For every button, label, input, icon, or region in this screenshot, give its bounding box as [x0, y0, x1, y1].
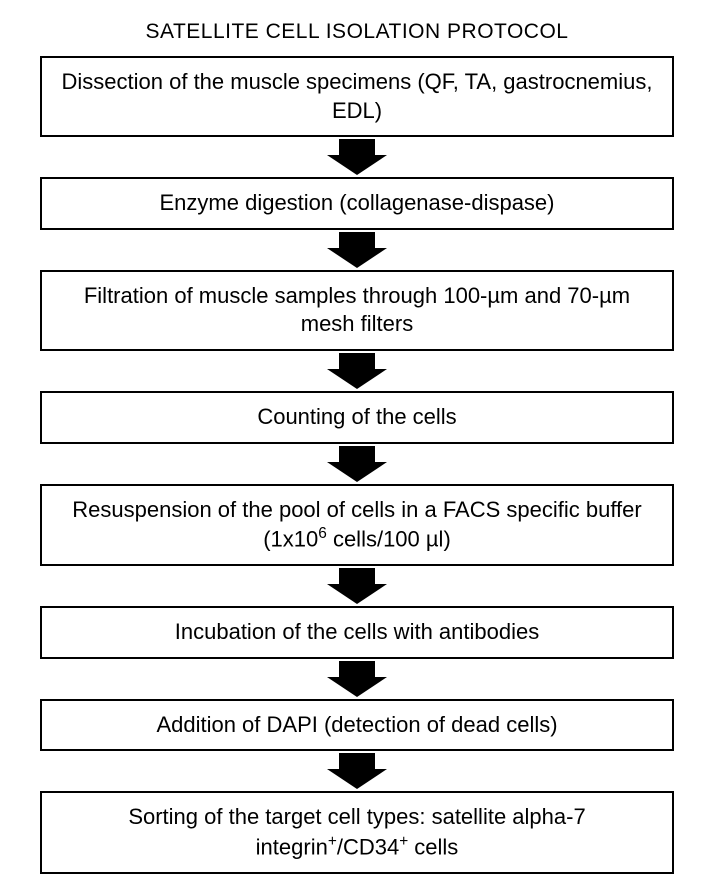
down-arrow-icon: [40, 661, 674, 697]
protocol-container: SATELLITE CELL ISOLATION PROTOCOL Dissec…: [0, 0, 714, 894]
down-arrow-icon: [40, 353, 674, 389]
flowchart-step: Resuspension of the pool of cells in a F…: [40, 484, 674, 567]
down-arrow-icon: [40, 753, 674, 789]
flowchart-step: Dissection of the muscle specimens (QF, …: [40, 56, 674, 137]
down-arrow-icon: [40, 139, 674, 175]
flowchart-step: Addition of DAPI (detection of dead cell…: [40, 699, 674, 752]
down-arrow-icon: [40, 232, 674, 268]
flowchart-steps: Dissection of the muscle specimens (QF, …: [40, 56, 674, 874]
flowchart-step: Enzyme digestion (collagenase-dispase): [40, 177, 674, 230]
protocol-title: SATELLITE CELL ISOLATION PROTOCOL: [40, 20, 674, 44]
down-arrow-icon: [40, 568, 674, 604]
flowchart-step: Counting of the cells: [40, 391, 674, 444]
flowchart-step: Incubation of the cells with antibodies: [40, 606, 674, 659]
flowchart-step: Filtration of muscle samples through 100…: [40, 270, 674, 351]
flowchart-step: Sorting of the target cell types: satell…: [40, 791, 674, 874]
down-arrow-icon: [40, 446, 674, 482]
